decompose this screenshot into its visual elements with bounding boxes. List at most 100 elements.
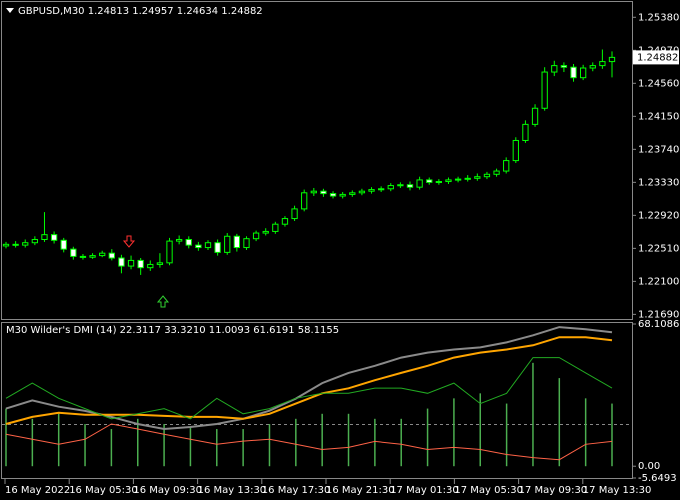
- candle-body: [214, 242, 221, 253]
- candle-body: [31, 238, 39, 244]
- candle-body: [464, 177, 471, 180]
- candle-body: [50, 234, 58, 241]
- sell-arrow: [122, 235, 136, 248]
- buy-arrow: [156, 295, 170, 308]
- indicator-title: M30 Wilder's DMI (14) 22.3117 33.3210 11…: [6, 325, 339, 336]
- candle-body: [243, 238, 250, 249]
- candle-body: [445, 179, 452, 183]
- candle-body: [301, 192, 308, 210]
- candle-body: [608, 56, 616, 63]
- candle-body: [406, 184, 414, 188]
- candle-body: [70, 248, 77, 257]
- candle-body: [2, 243, 10, 247]
- candle-body: [377, 188, 385, 191]
- panel-menu-icon: [6, 8, 14, 13]
- candle-body: [310, 190, 317, 194]
- candle-body: [12, 243, 19, 246]
- chart-title: GBPUSD,M30 1.24813 1.24957 1.24634 1.248…: [18, 6, 263, 17]
- x-tick-label: 16 May 09:30: [133, 485, 202, 496]
- candle-body: [41, 234, 48, 240]
- candle-body: [551, 65, 558, 73]
- x-tick-label: 17 May 13:30: [583, 485, 652, 496]
- y-tick-label: 1.24150: [638, 111, 679, 122]
- candle-body: [79, 255, 87, 258]
- candle-body: [272, 223, 279, 232]
- candle-body: [281, 218, 289, 225]
- y-tick-label: 1.23740: [638, 144, 679, 155]
- x-tick-label: 17 May 01:30: [390, 485, 459, 496]
- candle-body: [118, 257, 125, 267]
- candle-body: [416, 179, 423, 188]
- candle-body: [137, 259, 144, 269]
- candle-body: [397, 184, 404, 187]
- candle-body: [329, 193, 337, 197]
- candle-body: [503, 160, 510, 172]
- y-tick-label: 68.1086: [638, 319, 679, 330]
- indicator-line: [5, 336, 613, 425]
- y-tick-label: 1.22100: [638, 276, 679, 287]
- x-tick-label: 16 May 17:30: [262, 485, 331, 496]
- candle-body: [541, 71, 548, 109]
- y-tick-label: 1.22920: [638, 210, 679, 221]
- candle-body: [166, 240, 173, 264]
- candle-body: [99, 252, 106, 257]
- candle-body: [531, 107, 539, 125]
- candle-body: [89, 255, 96, 258]
- candle-body: [368, 189, 375, 192]
- candle-body: [320, 190, 327, 195]
- x-tick-label: 17 May 05:30: [454, 485, 523, 496]
- x-tick-label: 16 May 2022: [5, 485, 70, 496]
- candle-body: [252, 232, 260, 240]
- candle-body: [60, 239, 67, 250]
- candle-body: [560, 65, 568, 68]
- current-price-label: 1.24882: [637, 52, 678, 63]
- candle-body: [185, 238, 192, 246]
- candle-body: [512, 139, 519, 162]
- y-tick-label: 1.24560: [638, 78, 679, 89]
- candle-body: [156, 262, 164, 265]
- price-panel: [1, 1, 633, 320]
- candle-body: [291, 208, 298, 220]
- indicator-panel: [1, 322, 633, 479]
- candle-body: [147, 263, 154, 269]
- current-price-box: [633, 50, 679, 65]
- candle-body: [339, 193, 346, 197]
- candle-body: [204, 242, 212, 249]
- x-tick-label: 16 May 05:30: [69, 485, 138, 496]
- y-tick-label: -5.6493: [638, 473, 677, 484]
- candle-body: [349, 192, 356, 195]
- candle-body: [599, 61, 606, 67]
- candle-body: [589, 65, 596, 69]
- indicator-line: [5, 357, 613, 420]
- candle-body: [426, 179, 433, 183]
- y-tick-label: 1.21690: [638, 309, 679, 320]
- y-tick-label: 1.23330: [638, 177, 679, 188]
- candle-body: [579, 67, 587, 79]
- y-tick-label: 0.00: [638, 461, 660, 472]
- candle-body: [522, 123, 529, 141]
- indicator-line: [5, 326, 613, 431]
- x-tick-label: 16 May 21:30: [326, 485, 395, 496]
- x-tick-label: 17 May 09:30: [519, 485, 588, 496]
- candle-body: [195, 244, 202, 249]
- candle-body: [22, 242, 29, 246]
- y-tick-label: 1.25380: [638, 12, 679, 23]
- candle-body: [570, 66, 577, 79]
- x-tick-label: 16 May 13:30: [198, 485, 267, 496]
- candle-body: [233, 235, 241, 249]
- candle-body: [483, 173, 491, 178]
- candle-body: [127, 259, 135, 267]
- candle-body: [387, 185, 394, 190]
- candle-body: [175, 238, 183, 242]
- candle-body: [435, 181, 443, 184]
- candle-body: [454, 178, 462, 181]
- y-tick-label: 1.22510: [638, 243, 679, 254]
- candle-body: [493, 170, 500, 175]
- candle-body: [474, 176, 481, 179]
- candle-body: [358, 190, 366, 194]
- candle-body: [262, 230, 269, 234]
- indicator-line: [5, 423, 613, 461]
- candle-body: [224, 235, 231, 253]
